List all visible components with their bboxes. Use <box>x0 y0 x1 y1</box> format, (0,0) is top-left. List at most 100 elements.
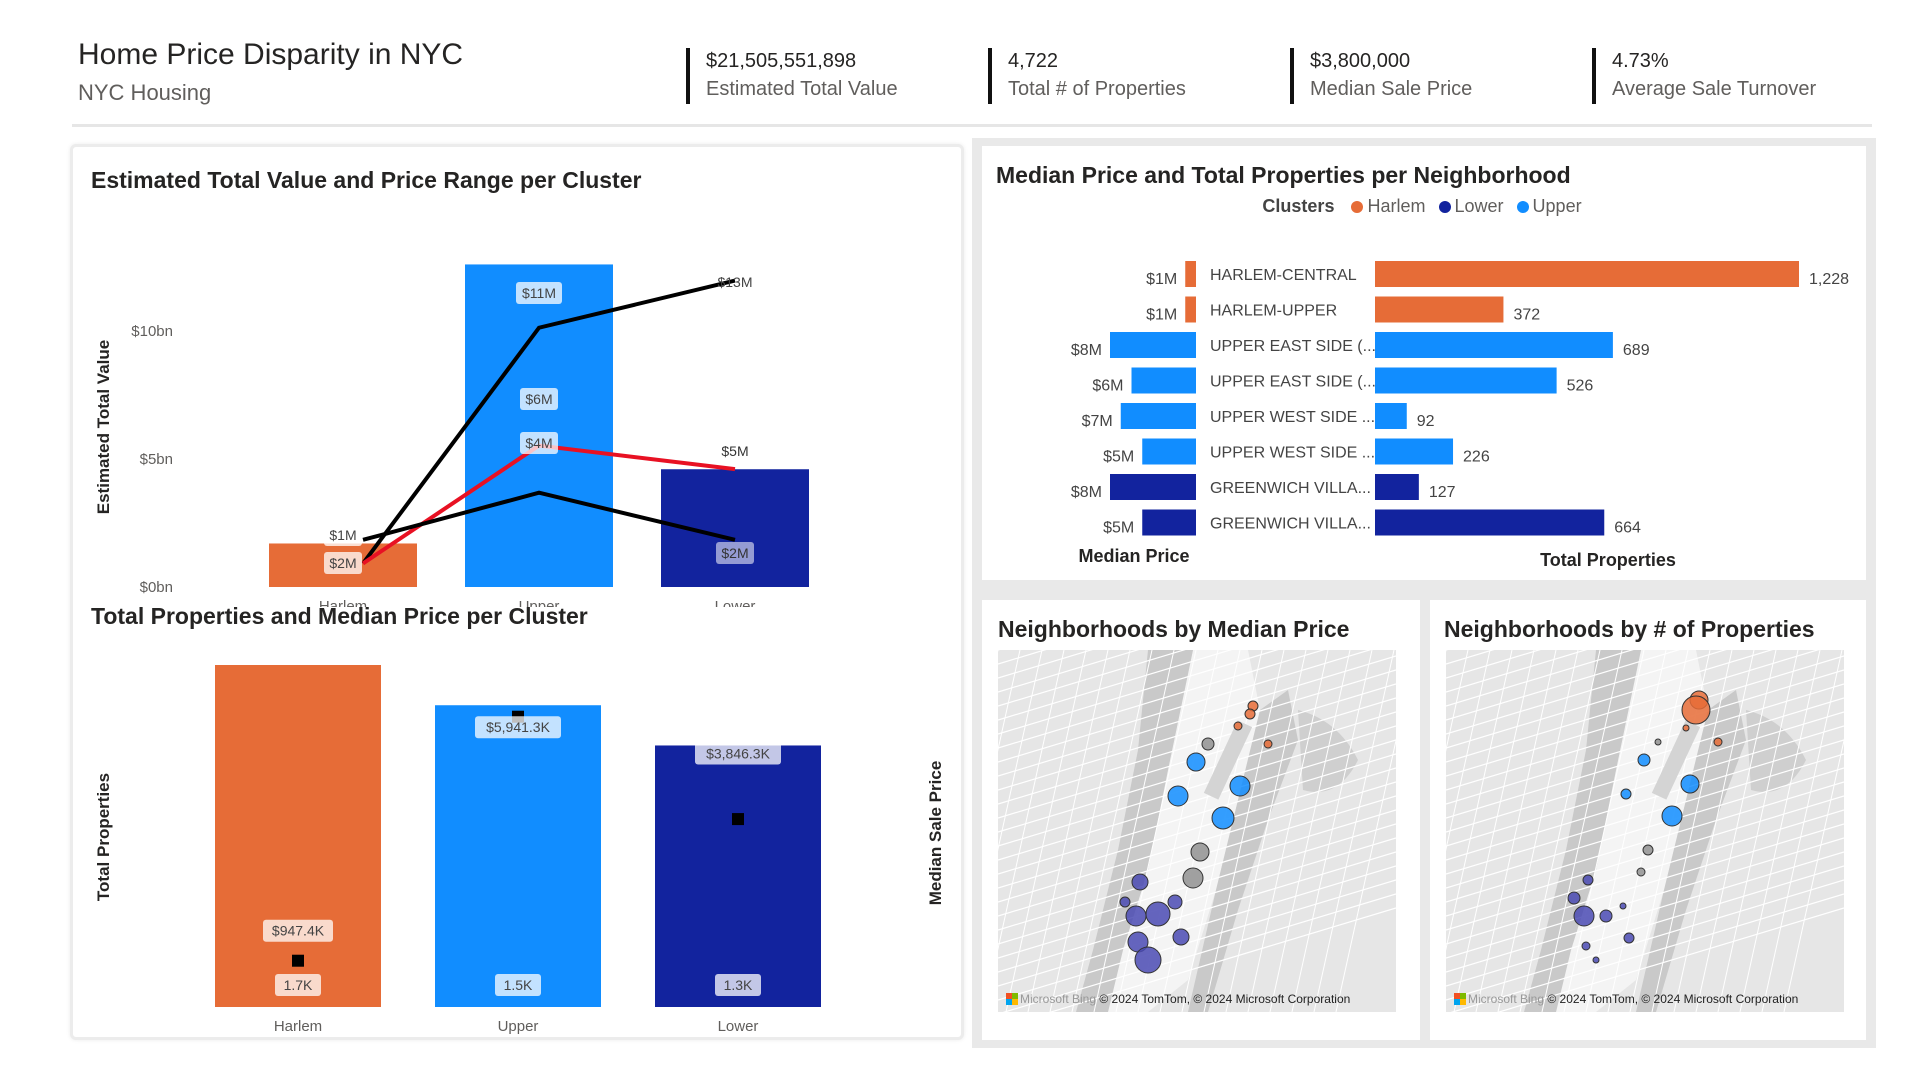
chart1-svg[interactable]: $0bn $5bn $10bn Estimated Total Value Harlem… <box>73 207 961 607</box>
map-property-count-panel[interactable]: Neighborhoods by # of Properties Microso… <box>1430 600 1866 1040</box>
total-label: 526 <box>1567 378 1594 395</box>
map-bubble <box>1581 941 1591 951</box>
neighborhood-label: UPPER WEST SIDE ... <box>1210 445 1375 462</box>
street-line <box>1446 650 1588 693</box>
x-tick-label: Upper <box>498 1018 539 1035</box>
street-line <box>1446 865 1844 987</box>
map-bubble <box>1619 902 1627 910</box>
chart2-title: Total Properties and Median Price per Cl… <box>91 603 588 629</box>
total-label: 664 <box>1614 520 1641 537</box>
legend-item-harlem[interactable]: Harlem <box>1351 196 1425 216</box>
legend-label: Lower <box>1454 196 1504 216</box>
map-bubble <box>1233 721 1243 731</box>
page-subtitle: NYC Housing <box>78 80 212 105</box>
bar-harlem <box>215 665 381 1007</box>
map-property-count[interactable]: Microsoft Bing © 2024 TomTom, © 2024 Mic… <box>1446 650 1844 1012</box>
bar-value-label: 1.5K <box>504 977 533 993</box>
total-bar <box>1375 261 1799 287</box>
street-line <box>998 650 1093 679</box>
map-bubble <box>1172 928 1190 946</box>
map-bubble <box>1680 774 1700 794</box>
neighborhood-chart-panel[interactable]: Median Price and Total Properties per Ne… <box>982 146 1866 580</box>
avenue-line <box>1446 650 1513 951</box>
map-bubble <box>1620 788 1632 800</box>
line-label-bg <box>520 432 558 454</box>
map-bubble <box>1637 753 1651 767</box>
kpi-label: Average Sale Turnover <box>1612 78 1817 100</box>
total-label: 127 <box>1429 484 1456 501</box>
east-river <box>1188 690 1298 1012</box>
map-bubble <box>1134 946 1162 974</box>
map-bubble <box>1263 739 1273 749</box>
avenue-line <box>1739 650 1821 1012</box>
map-bubble <box>1599 909 1613 923</box>
avenue-line <box>1115 650 1197 1012</box>
avenue-line <box>1225 650 1307 1012</box>
kpi-median-price: $3,800,000 Median Sale Price <box>1290 48 1472 104</box>
x-tick-label: Lower <box>718 1018 759 1035</box>
map-brand: Microsoft Bing <box>1468 992 1545 1006</box>
street-line <box>1446 669 1844 791</box>
map-bubble <box>1190 842 1210 862</box>
avenue-line <box>1607 650 1689 1012</box>
street-line <box>998 739 1396 861</box>
street-line <box>998 837 1396 959</box>
avenue-line <box>1563 650 1645 1012</box>
kpi-label: Estimated Total Value <box>706 78 898 100</box>
map-bubble <box>1182 867 1204 889</box>
median-price-marker <box>292 954 304 967</box>
map1-canvas[interactable] <box>998 650 1396 1012</box>
chart3-svg[interactable]: $1M HARLEM-CENTRAL 1,228 $1M HARLEM-UPPER 372… <box>982 226 1866 580</box>
map2-canvas[interactable] <box>1446 650 1844 1012</box>
legend-item-lower[interactable]: Lower <box>1438 196 1504 216</box>
neighborhood-label: GREENWICH VILLA... <box>1210 480 1371 497</box>
avenue-line <box>1049 650 1131 1012</box>
street-line <box>1446 650 1820 763</box>
bar-upper <box>465 264 613 587</box>
price-line-0 <box>361 278 736 565</box>
map-bubble <box>1582 874 1594 886</box>
neighborhood-label: HARLEM-UPPER <box>1210 303 1337 320</box>
legend-label: Harlem <box>1367 196 1426 216</box>
map-bubble <box>1682 724 1690 732</box>
map2-title: Neighborhoods by # of Properties <box>1444 616 1815 642</box>
kpi-label: Median Sale Price <box>1310 78 1473 100</box>
x-tick-label: Harlem <box>274 1018 322 1035</box>
total-label: 226 <box>1463 449 1490 466</box>
bar-value-label-bg <box>495 974 541 996</box>
street-line <box>998 865 1396 987</box>
map-bubble <box>1244 708 1256 720</box>
kpi-value: 4,722 <box>1008 50 1059 72</box>
map-median-price[interactable]: Microsoft Bing © 2024 TomTom, © 2024 Mic… <box>998 650 1396 1012</box>
street-line <box>1446 650 1774 749</box>
legend-item-upper[interactable]: Upper <box>1516 196 1582 216</box>
avenue-line <box>1541 650 1623 1012</box>
chart1-title: Estimated Total Value and Price Range pe… <box>91 167 642 193</box>
page-title: Home Price Disparity in NYC <box>78 38 464 71</box>
map-bubble <box>1661 805 1683 827</box>
bar-value-label-bg <box>275 974 321 996</box>
chart3-title: Median Price and Total Properties per Ne… <box>996 162 1571 188</box>
y-tick-label: $0bn <box>140 579 173 596</box>
map-attribution-text: © 2024 TomTom, © 2024 Microsoft Corporat… <box>1547 992 1799 1006</box>
median-price-label-bg <box>695 742 781 765</box>
street-line <box>1446 823 1844 945</box>
header-divider <box>72 124 1872 127</box>
street-line <box>998 879 1396 1001</box>
legend-dot <box>1438 201 1451 213</box>
total-label: 689 <box>1623 342 1650 359</box>
avenue-line <box>998 650 1065 951</box>
left-visual-panel[interactable]: Estimated Total Value and Price Range pe… <box>70 144 964 1040</box>
bar-upper <box>435 705 601 1007</box>
avenue-line <box>1453 650 1535 1012</box>
chart2-svg[interactable]: Total Properties Median Sale Price Harlem 1… <box>73 637 961 1037</box>
y-tick-label: $5bn <box>140 451 173 468</box>
median-bar <box>1142 509 1196 536</box>
legend-title: Clusters <box>1262 196 1335 216</box>
street-line <box>998 725 1396 847</box>
street-line <box>998 711 1396 833</box>
x-tick-label: Upper <box>519 598 560 607</box>
map-median-price-panel[interactable]: Neighborhoods by Median Price Microsoft … <box>982 600 1420 1040</box>
microsoft-logo-icon <box>1006 993 1018 1005</box>
median-label: $1M <box>1146 307 1177 324</box>
